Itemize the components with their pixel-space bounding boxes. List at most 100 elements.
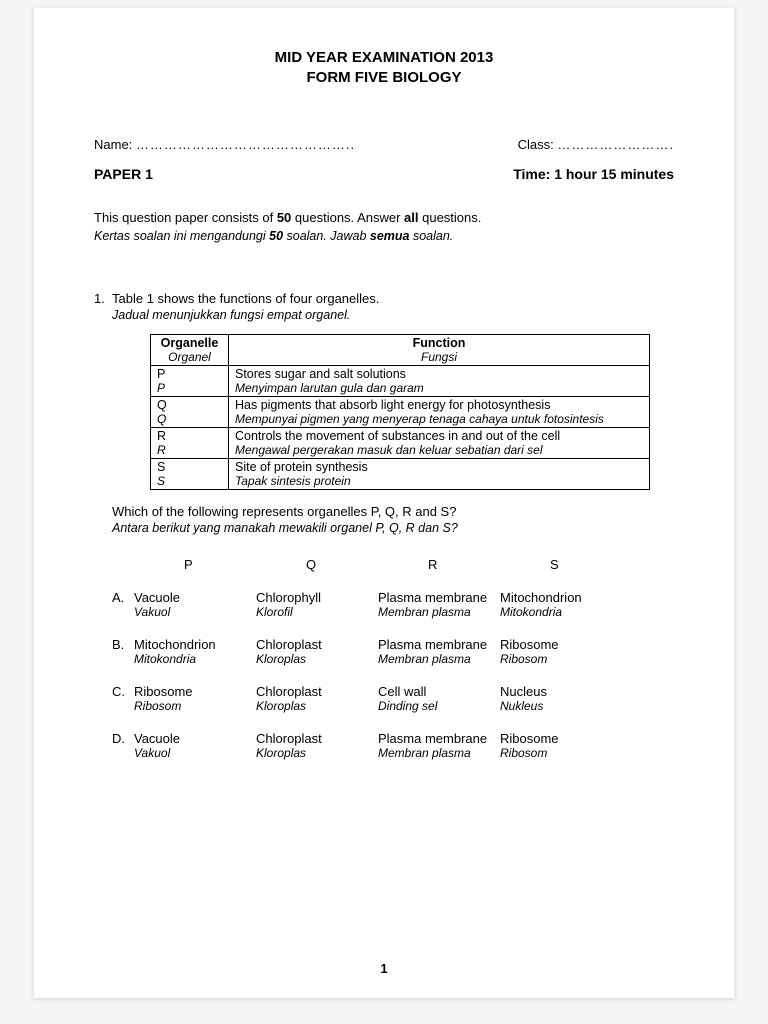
answer-ms: Vakuol: [134, 746, 256, 760]
answer-ms: Vakuol: [134, 605, 256, 619]
answer-cell: Plasma membraneMembran plasma: [378, 731, 500, 760]
name-field: Name: ………………………………………..: [94, 137, 355, 152]
answer-col-header: Q: [276, 557, 398, 572]
function-en: Stores sugar and salt solutions: [235, 367, 643, 381]
function-ms: Menyimpan larutan gula dan garam: [235, 381, 643, 395]
answer-cell: RibosomeRibosom: [500, 637, 622, 666]
answer-en: Ribosome: [500, 731, 622, 746]
th-function-ms: Fungsi: [235, 350, 643, 364]
answer-header-row: PQRS: [94, 557, 674, 572]
organelle-ms: P: [157, 381, 222, 395]
paper-time-row: PAPER 1 Time: 1 hour 15 minutes: [94, 166, 674, 182]
answer-ms: Mitokondria: [134, 652, 256, 666]
instructions-ms: Kertas soalan ini mengandungi 50 soalan.…: [94, 229, 674, 243]
answers-block: A.VacuoleVakuolChlorophyllKlorofilPlasma…: [94, 590, 674, 760]
organelle-en: Q: [157, 398, 222, 412]
answer-en: Ribosome: [500, 637, 622, 652]
instr-en-b2: all: [404, 210, 418, 225]
answer-en: Ribosome: [134, 684, 256, 699]
organelle-ms: R: [157, 443, 222, 457]
answer-label: C.: [112, 684, 134, 713]
instr-ms-b2: semua: [370, 229, 410, 243]
answer-en: Chlorophyll: [256, 590, 378, 605]
table-row: PPStores sugar and salt solutionsMenyimp…: [151, 365, 650, 396]
answer-label: D.: [112, 731, 134, 760]
answer-cell: ChlorophyllKlorofil: [256, 590, 378, 619]
instr-en-b1: 50: [277, 210, 291, 225]
answer-row: C.RibosomeRibosomChloroplastKloroplasCel…: [94, 684, 674, 713]
answer-ms: Kloroplas: [256, 652, 378, 666]
organelle-table: Organelle Organel Function Fungsi PPStor…: [150, 334, 650, 490]
answer-ms: Ribosom: [500, 652, 622, 666]
th-organelle-en: Organelle: [161, 336, 219, 350]
organelle-cell: PP: [151, 365, 229, 396]
function-cell: Has pigments that absorb light energy fo…: [229, 396, 650, 427]
name-class-row: Name: ……………………………………….. Class: …………………….: [94, 137, 674, 152]
function-ms: Tapak sintesis protein: [235, 474, 643, 488]
title-block: MID YEAR EXAMINATION 2013 FORM FIVE BIOL…: [94, 48, 674, 89]
time-label: Time: 1 hour 15 minutes: [513, 166, 674, 182]
function-cell: Stores sugar and salt solutionsMenyimpan…: [229, 365, 650, 396]
answer-cell: Plasma membraneMembran plasma: [378, 590, 500, 619]
instr-en-mid: questions. Answer: [291, 210, 404, 225]
answer-ms: Klorofil: [256, 605, 378, 619]
answer-ms: Kloroplas: [256, 746, 378, 760]
organelle-cell: RR: [151, 427, 229, 458]
name-label: Name:: [94, 137, 132, 152]
instr-ms-b1: 50: [269, 229, 283, 243]
answer-cell: Plasma membraneMembran plasma: [378, 637, 500, 666]
instr-en-post: questions.: [419, 210, 482, 225]
organelle-ms: S: [157, 474, 222, 488]
answer-en: Vacuole: [134, 590, 256, 605]
answer-ms: Nukleus: [500, 699, 622, 713]
answer-en: Mitochondrion: [500, 590, 622, 605]
instr-ms-post: soalan.: [410, 229, 454, 243]
answer-cell: NucleusNukleus: [500, 684, 622, 713]
instr-en-pre: This question paper consists of: [94, 210, 277, 225]
instructions-en: This question paper consists of 50 quest…: [94, 210, 674, 225]
answer-en: Vacuole: [134, 731, 256, 746]
title-line-2: FORM FIVE BIOLOGY: [94, 68, 674, 88]
answer-col-header: S: [520, 557, 642, 572]
function-ms: Mengawal pergerakan masuk dan keluar seb…: [235, 443, 643, 457]
page-number: 1: [34, 961, 734, 976]
organelle-cell: QQ: [151, 396, 229, 427]
answer-cell: VacuoleVakuol: [134, 590, 256, 619]
title-line-1: MID YEAR EXAMINATION 2013: [94, 48, 674, 68]
answer-cell: Cell wallDinding sel: [378, 684, 500, 713]
table-row: RRControls the movement of substances in…: [151, 427, 650, 458]
q1-followup-en: Which of the following represents organe…: [94, 504, 674, 519]
name-dots: ………………………………………..: [136, 137, 355, 152]
answer-ms: Membran plasma: [378, 605, 500, 619]
instr-ms-pre: Kertas soalan ini mengandungi: [94, 229, 269, 243]
answer-ms: Membran plasma: [378, 746, 500, 760]
answer-ms: Mitokondria: [500, 605, 622, 619]
answer-row: D.VacuoleVakuolChloroplastKloroplasPlasm…: [94, 731, 674, 760]
th-function: Function Fungsi: [229, 334, 650, 365]
class-label: Class:: [518, 137, 554, 152]
answer-en: Plasma membrane: [378, 731, 500, 746]
class-dots: …………………….: [557, 137, 674, 152]
answer-en: Plasma membrane: [378, 590, 500, 605]
answer-ms: Membran plasma: [378, 652, 500, 666]
answer-cell: VacuoleVakuol: [134, 731, 256, 760]
answer-cell: RibosomeRibosom: [134, 684, 256, 713]
answer-en: Chloroplast: [256, 684, 378, 699]
answer-en: Plasma membrane: [378, 637, 500, 652]
organelle-en: S: [157, 460, 222, 474]
answer-cell: MitochondrionMitokondria: [134, 637, 256, 666]
instr-ms-mid: soalan. Jawab: [283, 229, 370, 243]
answer-cell: MitochondrionMitokondria: [500, 590, 622, 619]
answer-row: B.MitochondrionMitokondriaChloroplastKlo…: [94, 637, 674, 666]
answer-col-header: P: [154, 557, 276, 572]
th-function-en: Function: [413, 336, 466, 350]
organelle-cell: SS: [151, 458, 229, 489]
q1-stem: 1.Table 1 shows the functions of four or…: [94, 291, 674, 306]
answer-row: A.VacuoleVakuolChlorophyllKlorofilPlasma…: [94, 590, 674, 619]
function-ms: Mempunyai pigmen yang menyerap tenaga ca…: [235, 412, 643, 426]
organelle-en: P: [157, 367, 222, 381]
answer-ms: Dinding sel: [378, 699, 500, 713]
function-en: Site of protein synthesis: [235, 460, 643, 474]
answer-ms: Ribosom: [500, 746, 622, 760]
function-cell: Controls the movement of substances in a…: [229, 427, 650, 458]
